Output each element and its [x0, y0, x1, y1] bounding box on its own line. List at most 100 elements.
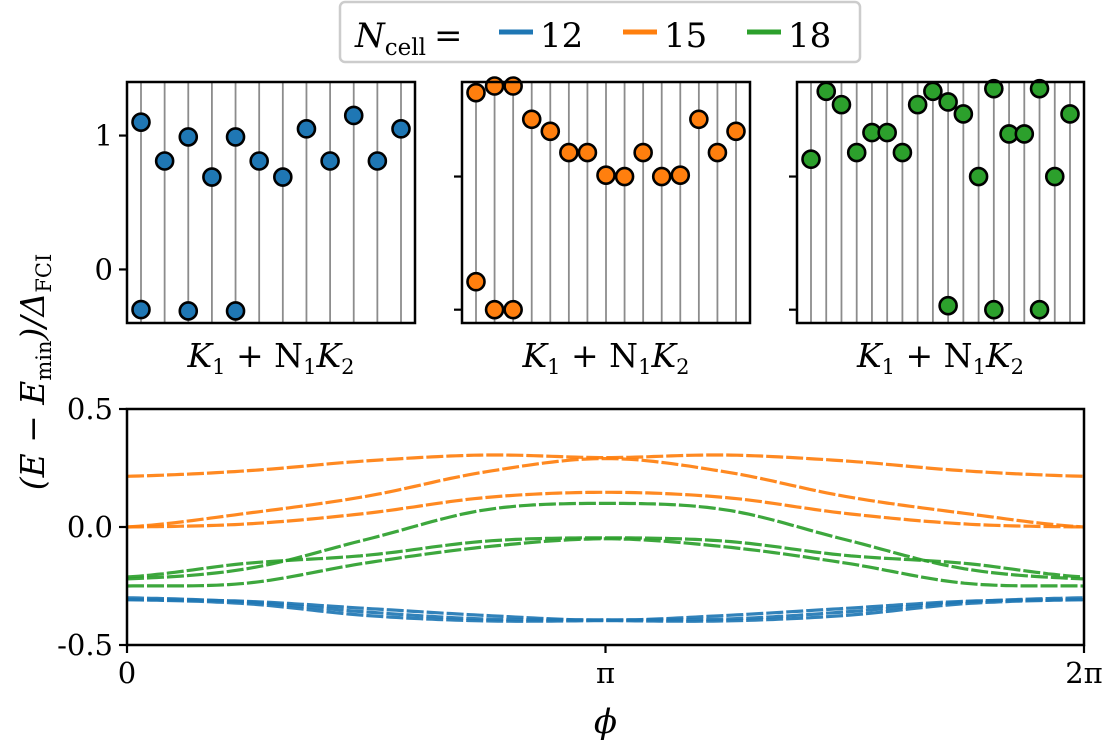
- data-point: [466, 271, 486, 292]
- legend-frame: [338, 0, 862, 64]
- axes-frame: [125, 407, 1086, 647]
- legend-label-15: 15: [664, 16, 707, 56]
- axes-frame: [795, 80, 1086, 325]
- data-point: [202, 167, 222, 187]
- data-point: [689, 109, 709, 130]
- data-point: [614, 166, 635, 187]
- series-line-15: [126, 457, 1085, 529]
- data-point: [466, 82, 486, 103]
- data-point: [846, 142, 867, 163]
- data-point: [726, 121, 746, 142]
- legend-title: Ncell =: [354, 16, 462, 61]
- data-point: [877, 122, 897, 143]
- data-point: [577, 142, 598, 163]
- data-point: [131, 112, 151, 132]
- series-line-18: [126, 501, 1085, 581]
- series-line-15: [126, 490, 1085, 529]
- data-point: [707, 142, 728, 163]
- y-axis-label: (E − Emin)/ΔFCI: [13, 254, 56, 491]
- data-point: [521, 109, 542, 130]
- data-point: [503, 76, 523, 96]
- series-line-18: [126, 537, 1085, 588]
- x-axis-label-part: 1: [638, 355, 651, 379]
- data-point: [1029, 78, 1050, 99]
- data-point: [953, 104, 974, 124]
- data-point: [391, 119, 411, 139]
- x-axis-label-part: + N: [895, 336, 973, 375]
- x-axis-label-part: 1: [882, 355, 895, 379]
- data-point: [154, 151, 175, 171]
- data-point: [484, 76, 505, 96]
- data-point: [984, 78, 1004, 99]
- x-axis-label: K1 + N1K2: [522, 336, 690, 379]
- axes-frame: [125, 80, 417, 325]
- x-axis-label-part: K: [187, 336, 215, 375]
- x-axis-label-part: 2: [676, 355, 689, 379]
- series-line-18: [126, 536, 1085, 579]
- x-axis-label-part: 1: [303, 355, 316, 379]
- x-axis-label-part: + N: [561, 336, 639, 375]
- data-point: [938, 295, 958, 316]
- data-point: [540, 121, 561, 142]
- data-point: [225, 301, 246, 321]
- data-point: [1044, 166, 1065, 187]
- x-tick-label: 2π: [1065, 656, 1103, 690]
- data-point: [1060, 104, 1080, 124]
- x-axis-label-part: 1: [547, 355, 560, 379]
- data-point: [225, 127, 246, 147]
- x-axis-label-part: K: [856, 336, 884, 375]
- panel-15: K1 + N1K2: [454, 76, 752, 379]
- data-point: [984, 299, 1004, 320]
- data-point: [178, 301, 199, 321]
- data-point: [249, 151, 269, 171]
- data-point: [816, 81, 837, 102]
- data-point: [938, 92, 958, 112]
- data-point: [670, 165, 691, 186]
- x-axis-label-part: K: [522, 336, 550, 375]
- data-point: [484, 299, 505, 320]
- data-point: [367, 151, 388, 171]
- data-point: [131, 299, 151, 320]
- data-point: [1014, 124, 1035, 144]
- points: [801, 78, 1080, 320]
- data-point: [907, 94, 928, 115]
- x-axis-label-part: K: [650, 336, 678, 375]
- points: [131, 105, 411, 321]
- y-tick-label: 0.0: [67, 510, 113, 544]
- data-point: [503, 299, 523, 320]
- data-point: [892, 142, 913, 163]
- y-tick-label: 1: [95, 119, 113, 153]
- data-point: [178, 127, 199, 147]
- legend-label-18: 18: [788, 16, 831, 56]
- data-point: [633, 142, 653, 163]
- x-axis-label-part: K: [985, 336, 1013, 375]
- legend: Ncell = 12 15 18: [338, 0, 862, 64]
- panel-18: K1 + N1K2: [789, 78, 1086, 379]
- x-axis-label: K1 + N1K2: [187, 336, 355, 379]
- x-axis-label-part: 1: [212, 355, 225, 379]
- data-point: [273, 167, 293, 187]
- data-point: [801, 149, 821, 170]
- panel-spectral-flow: -0.5 0.0 0.5 0 π 2π ϕ: [57, 392, 1103, 742]
- x-tick-label: 0: [118, 656, 136, 690]
- legend-label-12: 12: [540, 16, 583, 56]
- data-point: [343, 105, 364, 126]
- x-axis-label-part: 2: [1011, 355, 1024, 379]
- x-axis-label-part: 1: [973, 355, 986, 379]
- x-axis-label-part: + N: [226, 336, 304, 375]
- x-axis-label: ϕ: [594, 702, 617, 742]
- data-point: [923, 81, 943, 102]
- data-point: [320, 151, 340, 171]
- y-tick-label: 0: [95, 252, 113, 286]
- data-point: [831, 94, 852, 115]
- y-tick-label: -0.5: [57, 628, 113, 662]
- data-point: [596, 165, 616, 186]
- x-axis-label-part: K: [315, 336, 343, 375]
- y-tick-label: 0.5: [67, 392, 113, 426]
- axes-frame: [460, 80, 752, 325]
- x-tick-label: π: [596, 656, 615, 690]
- data-point: [1029, 299, 1050, 320]
- data-point: [968, 166, 989, 187]
